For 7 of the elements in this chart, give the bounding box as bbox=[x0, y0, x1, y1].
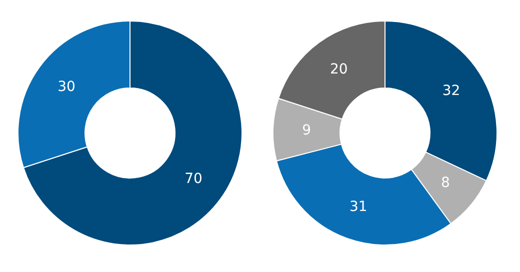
data-label: 30 bbox=[58, 78, 76, 95]
data-label: 32 bbox=[442, 82, 460, 99]
data-label: 8 bbox=[441, 175, 450, 192]
data-label: 9 bbox=[302, 122, 311, 139]
data-label: 70 bbox=[184, 171, 202, 188]
data-label: 31 bbox=[349, 198, 368, 215]
data-label: 20 bbox=[330, 61, 348, 78]
